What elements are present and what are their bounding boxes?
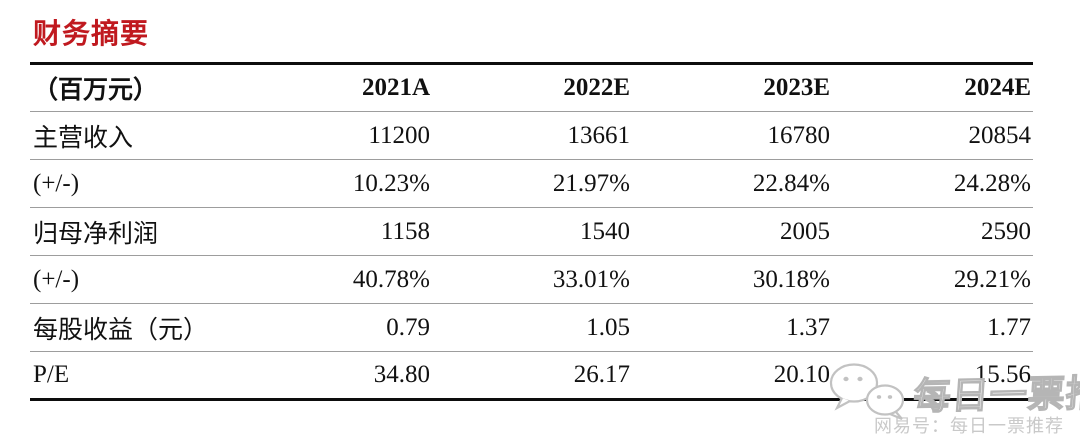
row-label: P/E [30,351,275,400]
cell-value: 11200 [275,111,430,160]
cell-value: 2005 [630,207,830,256]
financial-summary-table: （百万元） 2021A 2022E 2023E 2024E 主营收入 11200… [30,62,1033,401]
table-row-net-profit-growth: (+/-) 40.78% 33.01% 30.18% 29.21% [30,255,1033,304]
cell-value: 26.17 [430,351,630,400]
cell-value: 34.80 [275,351,430,400]
cell-value: 0.79 [275,303,430,352]
table-row-revenue-growth: (+/-) 10.23% 21.97% 22.84% 24.28% [30,159,1033,208]
cell-value: 1158 [275,207,430,256]
row-label: 每股收益（元） [30,303,275,352]
cell-value: 1.77 [830,303,1033,352]
cell-value: 30.18% [630,255,830,304]
cell-value: 21.97% [430,159,630,208]
row-label: 归母净利润 [30,207,275,256]
table-header-row: （百万元） 2021A 2022E 2023E 2024E [30,64,1033,112]
table-row-net-profit: 归母净利润 1158 1540 2005 2590 [30,207,1033,256]
cell-value: 20854 [830,111,1033,160]
table-row-eps: 每股收益（元） 0.79 1.05 1.37 1.77 [30,303,1033,352]
cell-value: 24.28% [830,159,1033,208]
year-header-2024e: 2024E [964,74,1031,101]
cell-value: 2590 [830,207,1033,256]
cell-value: 15.56 [830,351,1033,400]
cell-value: 40.78% [275,255,430,304]
table-row-revenue: 主营收入 11200 13661 16780 20854 [30,111,1033,160]
cell-value: 20.10 [630,351,830,400]
cell-value: 22.84% [630,159,830,208]
unit-header-cell: （百万元） [33,77,159,104]
cell-value: 1540 [430,207,630,256]
cell-value: 16780 [630,111,830,160]
cell-value: 1.05 [430,303,630,352]
year-header-2022e: 2022E [563,74,630,101]
year-header-2021a: 2021A [361,74,430,101]
row-label: (+/-) [30,159,275,208]
cell-value: 29.21% [830,255,1033,304]
page-title: 财务摘要 [33,18,150,49]
year-header-2023e: 2023E [763,74,830,101]
table-row-pe: P/E 34.80 26.17 20.10 15.56 [30,351,1033,400]
row-label: 主营收入 [30,111,275,160]
cell-value: 1.37 [630,303,830,352]
cell-value: 13661 [430,111,630,160]
cell-value: 10.23% [275,159,430,208]
watermark-account-line: 网易号：每日一票推荐 [874,416,1064,436]
row-label: (+/-) [30,255,275,304]
cell-value: 33.01% [430,255,630,304]
